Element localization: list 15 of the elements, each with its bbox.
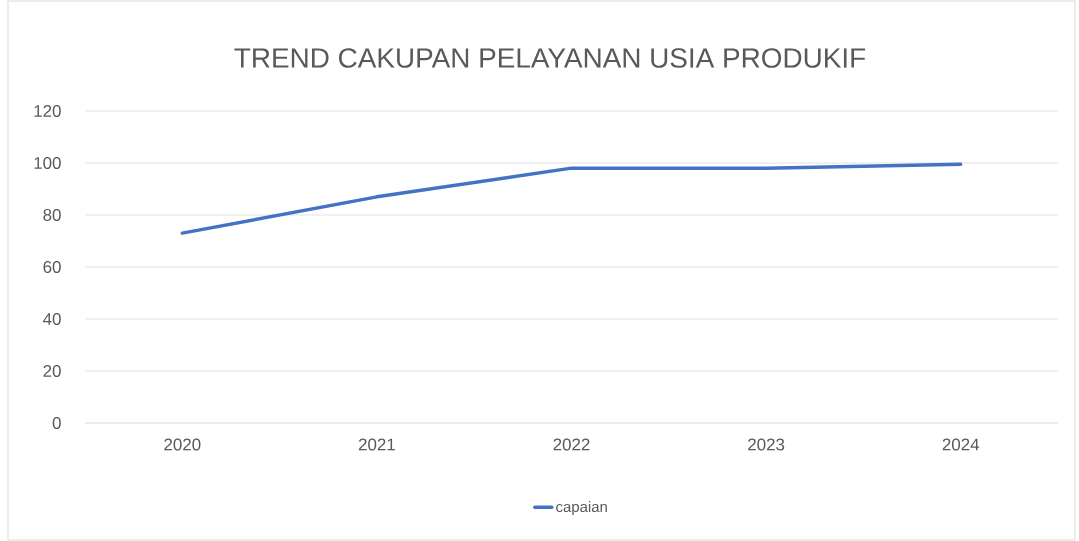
x-tick-label: 2024 — [942, 438, 980, 451]
y-tick-label: 100 — [34, 157, 61, 169]
y-tick-label: 40 — [43, 313, 61, 325]
y-tick-label: 20 — [43, 365, 61, 377]
x-tick-label: 2023 — [748, 438, 785, 451]
chart-title: TREND CAKUPAN PELAYANAN USIA PRODUKIF — [234, 48, 866, 68]
y-tick-label: 120 — [34, 105, 61, 117]
y-tick-label: 60 — [43, 261, 61, 273]
x-tick-label: 2020 — [164, 438, 201, 451]
y-tick-label: 80 — [43, 209, 61, 221]
x-tick-label: 2021 — [358, 438, 395, 451]
y-tick-label: 0 — [52, 417, 61, 429]
legend-label: capaian — [556, 501, 607, 515]
line-series — [180, 162, 963, 235]
x-tick-label: 2022 — [553, 438, 590, 451]
